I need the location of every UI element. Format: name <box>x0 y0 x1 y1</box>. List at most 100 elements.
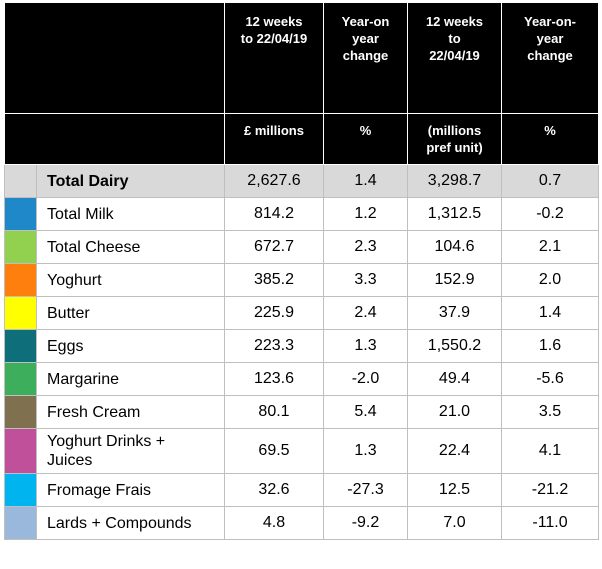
value-gbp: 123.6 <box>224 362 324 396</box>
table-row: Lards + Compounds 4.8 -9.2 7.0 -11.0 <box>4 506 599 540</box>
value-units: 1,312.5 <box>407 197 502 231</box>
table-row: Yoghurt Drinks + Juices 69.5 1.3 22.4 4.1 <box>4 428 599 474</box>
unit-percent: % <box>501 113 599 165</box>
row-label: Total Milk <box>36 197 225 231</box>
table-row: Yoghurt 385.2 3.3 152.9 2.0 <box>4 263 599 297</box>
legend-color-swatch <box>5 507 36 539</box>
table-row: Total Milk 814.2 1.2 1,312.5 -0.2 <box>4 197 599 231</box>
value-gbp: 385.2 <box>224 263 324 297</box>
value-units: 12.5 <box>407 473 502 507</box>
legend-color-swatch <box>5 474 36 506</box>
color-swatch <box>4 263 37 297</box>
header-value-gbp: 12 weeks to 22/04/19 <box>224 2 324 114</box>
legend-color-swatch <box>5 297 36 329</box>
yoy-units: 3.5 <box>501 395 599 429</box>
value-gbp: 69.5 <box>224 428 324 474</box>
value-units: 7.0 <box>407 506 502 540</box>
color-swatch <box>4 473 37 507</box>
value-gbp: 814.2 <box>224 197 324 231</box>
yoy-units: -5.6 <box>501 362 599 396</box>
value-gbp: 80.1 <box>224 395 324 429</box>
value-gbp: 2,627.6 <box>224 164 324 198</box>
legend-color-swatch <box>5 363 36 395</box>
row-label: Eggs <box>36 329 225 363</box>
yoy-gbp: 1.3 <box>323 329 408 363</box>
value-gbp: 4.8 <box>224 506 324 540</box>
row-label: Fresh Cream <box>36 395 225 429</box>
legend-color-swatch <box>5 198 36 230</box>
value-units: 37.9 <box>407 296 502 330</box>
color-swatch <box>4 230 37 264</box>
color-swatch <box>4 329 37 363</box>
value-units: 1,550.2 <box>407 329 502 363</box>
color-swatch <box>4 296 37 330</box>
yoy-units: 1.4 <box>501 296 599 330</box>
value-units: 152.9 <box>407 263 502 297</box>
legend-color-swatch <box>5 165 36 197</box>
legend-color-swatch <box>5 429 36 473</box>
yoy-units: 2.0 <box>501 263 599 297</box>
yoy-gbp: 1.2 <box>323 197 408 231</box>
color-swatch <box>4 362 37 396</box>
table-row: Total Cheese 672.7 2.3 104.6 2.1 <box>4 230 599 264</box>
row-label: Total Cheese <box>36 230 225 264</box>
value-units: 22.4 <box>407 428 502 474</box>
yoy-units: -21.2 <box>501 473 599 507</box>
row-label: Total Dairy <box>36 164 225 198</box>
row-label: Butter <box>36 296 225 330</box>
yoy-units: 2.1 <box>501 230 599 264</box>
header-yoy-units: Year-on-year change <box>501 2 599 114</box>
yoy-gbp: 3.3 <box>323 263 408 297</box>
legend-color-swatch <box>5 231 36 263</box>
color-swatch <box>4 428 37 474</box>
header-row-top: 12 weeks to 22/04/19 Year-on year change 12… <box>4 2 599 114</box>
yoy-units: -11.0 <box>501 506 599 540</box>
header-blank-cell <box>4 2 225 114</box>
unit-percent: % <box>323 113 408 165</box>
header-row-units: £ millions % (millions pref unit) % <box>4 113 599 165</box>
value-gbp: 223.3 <box>224 329 324 363</box>
unit-pref-units: (millions pref unit) <box>407 113 502 165</box>
row-label: Margarine <box>36 362 225 396</box>
table-row: Eggs 223.3 1.3 1,550.2 1.6 <box>4 329 599 363</box>
yoy-gbp: -2.0 <box>323 362 408 396</box>
table-row: Margarine 123.6 -2.0 49.4 -5.6 <box>4 362 599 396</box>
dairy-sales-table: 12 weeks to 22/04/19 Year-on year change 12… <box>4 2 599 540</box>
yoy-gbp: 2.3 <box>323 230 408 264</box>
value-units: 21.0 <box>407 395 502 429</box>
value-units: 3,298.7 <box>407 164 502 198</box>
table-row: Butter 225.9 2.4 37.9 1.4 <box>4 296 599 330</box>
table-row: Total Dairy 2,627.6 1.4 3,298.7 0.7 <box>4 164 599 198</box>
yoy-gbp: 2.4 <box>323 296 408 330</box>
color-swatch <box>4 506 37 540</box>
color-swatch <box>4 395 37 429</box>
yoy-units: 1.6 <box>501 329 599 363</box>
header-blank-cell <box>4 113 225 165</box>
table-row: Fresh Cream 80.1 5.4 21.0 3.5 <box>4 395 599 429</box>
row-label: Yoghurt Drinks + Juices <box>36 428 225 474</box>
color-swatch <box>4 164 37 198</box>
yoy-gbp: 5.4 <box>323 395 408 429</box>
yoy-gbp: -27.3 <box>323 473 408 507</box>
row-label: Lards + Compounds <box>36 506 225 540</box>
yoy-units: 4.1 <box>501 428 599 474</box>
value-gbp: 672.7 <box>224 230 324 264</box>
yoy-units: 0.7 <box>501 164 599 198</box>
unit-gbp-millions: £ millions <box>224 113 324 165</box>
legend-color-swatch <box>5 330 36 362</box>
color-swatch <box>4 197 37 231</box>
value-gbp: 32.6 <box>224 473 324 507</box>
header-value-units: 12 weeks to 22/04/19 <box>407 2 502 114</box>
value-units: 49.4 <box>407 362 502 396</box>
row-label: Yoghurt <box>36 263 225 297</box>
yoy-gbp: 1.3 <box>323 428 408 474</box>
table-row: Fromage Frais 32.6 -27.3 12.5 -21.2 <box>4 473 599 507</box>
yoy-units: -0.2 <box>501 197 599 231</box>
value-units: 104.6 <box>407 230 502 264</box>
legend-color-swatch <box>5 396 36 428</box>
yoy-gbp: 1.4 <box>323 164 408 198</box>
legend-color-swatch <box>5 264 36 296</box>
row-label: Fromage Frais <box>36 473 225 507</box>
table-body: Total Dairy 2,627.6 1.4 3,298.7 0.7 Total Mil… <box>4 164 599 540</box>
value-gbp: 225.9 <box>224 296 324 330</box>
